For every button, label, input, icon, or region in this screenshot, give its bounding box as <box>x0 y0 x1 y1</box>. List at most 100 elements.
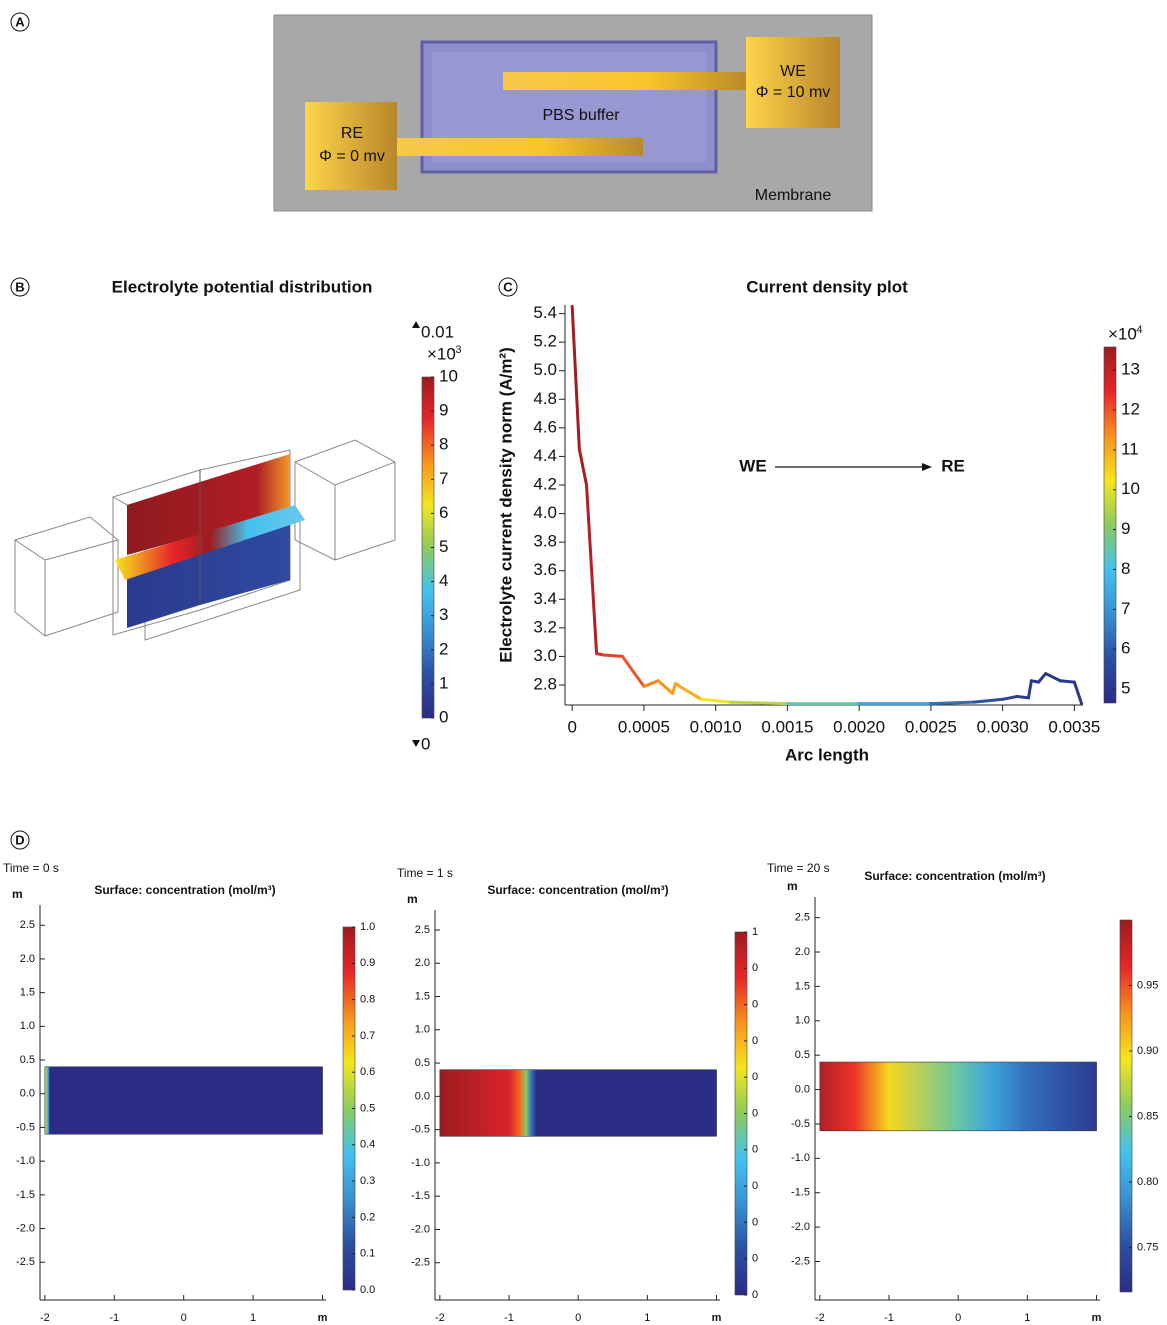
panel-label-circle <box>10 12 30 32</box>
colorbar <box>1103 346 1117 704</box>
chart-title: Surface: concentration (mol/m³) <box>864 869 1045 883</box>
line-segment <box>585 483 599 656</box>
x-tick-label: 1 <box>644 1312 650 1324</box>
colorbar-tick-label: 3 <box>439 605 448 624</box>
y-tick-label: 1.5 <box>415 990 430 1002</box>
wireframe <box>294 461 336 486</box>
colorbar-tick-label: 1.0 <box>360 921 375 933</box>
y-tick-label: 5.0 <box>533 360 557 379</box>
y-axis-label: Electrolyte current density norm (A/m²) <box>496 347 515 663</box>
chart-title: Electrolyte potential distribution <box>112 277 373 296</box>
concentration-surface <box>44 1066 323 1135</box>
colorbar-tick-label: 2 <box>439 639 448 658</box>
colorbar-tick-label: 0.9 <box>360 957 375 969</box>
panel-label-circle <box>498 277 518 297</box>
y-tick-label: 4.0 <box>533 503 557 522</box>
colorbar-tick-label: 0.90 <box>1137 1045 1158 1057</box>
line-segment <box>656 679 675 696</box>
colorbar-tick-label: 0.7 <box>360 1030 375 1042</box>
x-tick-label: 0.0010 <box>690 717 742 736</box>
y-tick-label: 0.5 <box>20 1054 35 1066</box>
y-tick-label: 2.0 <box>20 953 35 965</box>
y-tick-label: 4.6 <box>533 417 557 436</box>
colorbar-tick-label: 13 <box>1121 360 1140 379</box>
colorbar-tick-label: 0 <box>752 1253 758 1265</box>
colorbar-tick-label: 0 <box>752 962 758 974</box>
membrane-label: Membrane <box>755 187 832 204</box>
colorbar-min: 0 <box>421 734 430 753</box>
colorbar-tick-label: 6 <box>439 503 448 522</box>
re-potential: Φ = 0 mv <box>319 148 385 165</box>
re-name: RE <box>341 125 363 142</box>
colorbar-tick-label: 0 <box>752 1035 758 1047</box>
colorbar-tick-label: 8 <box>439 435 448 454</box>
y-tick-label: -2.5 <box>16 1256 35 1268</box>
panel-label: B <box>15 279 24 294</box>
y-tick-label: 2.8 <box>533 674 557 693</box>
x-tick-label: m <box>1092 1312 1102 1324</box>
y-tick-label: 1.0 <box>20 1020 35 1032</box>
chart-title: Surface: concentration (mol/m³) <box>94 883 275 897</box>
colorbar-tick-label: 0.80 <box>1137 1176 1158 1188</box>
line-segment <box>1058 679 1076 684</box>
chart-title: Current density plot <box>746 277 908 296</box>
line-segment <box>1026 679 1033 700</box>
colorbar-tick-label: 11 <box>1121 439 1139 458</box>
y-tick-label: 2.0 <box>795 946 810 958</box>
potential-plane-low <box>127 520 290 628</box>
colorbar-tick-label: 0 <box>752 1216 758 1228</box>
colorbar-tick-label: 9 <box>439 401 448 420</box>
wireframe <box>294 439 396 561</box>
annotation-arrowhead <box>922 463 932 471</box>
colorbar-tick-label: 0.4 <box>360 1139 375 1151</box>
y-unit: m <box>12 887 23 901</box>
x-tick-label: 1 <box>250 1312 256 1324</box>
wireframe <box>14 516 119 637</box>
y-unit: m <box>407 892 418 906</box>
x-tick-label: -1 <box>109 1312 119 1324</box>
colorbar-tick-label: 5 <box>439 537 448 556</box>
line-segment <box>577 447 589 487</box>
x-tick-label: 0.0035 <box>1048 717 1100 736</box>
chart-title: Surface: concentration (mol/m³) <box>487 883 668 897</box>
line-segment <box>620 654 646 688</box>
potential-strip <box>115 505 305 580</box>
x-tick-label: 0 <box>567 717 576 736</box>
we-electrode <box>503 72 746 90</box>
y-tick-label: 1.0 <box>415 1024 430 1036</box>
y-tick-label: 2.5 <box>415 924 430 936</box>
colorbar-tick-label: 7 <box>1121 599 1130 618</box>
line-segment <box>929 700 976 706</box>
annotation-to: RE <box>941 456 965 475</box>
colorbar-tick-label: 4 <box>439 571 448 590</box>
buffer-label: PBS buffer <box>542 107 620 124</box>
y-tick-label: 3.0 <box>533 646 557 665</box>
y-tick-label: 1.5 <box>20 987 35 999</box>
y-tick-label: 0.0 <box>415 1090 430 1102</box>
x-tick-label: 0.0025 <box>905 717 957 736</box>
colorbar-tick-label: 0.95 <box>1137 979 1158 991</box>
colorbar-tick-label: 0 <box>752 1144 758 1156</box>
colorbar-multiplier-exponent: -4 <box>1133 324 1143 336</box>
x-tick-label: 0 <box>955 1312 961 1324</box>
max-marker <box>412 321 420 328</box>
colorbar-tick-label: 6 <box>1121 639 1130 658</box>
line-segment <box>678 684 703 701</box>
y-tick-label: 4.2 <box>533 474 557 493</box>
time-label: Time = 1 s <box>397 866 453 880</box>
y-tick-label: -1.0 <box>791 1152 810 1164</box>
we-potential: Φ = 10 mv <box>756 84 831 101</box>
x-axis-label: Arc length <box>785 745 869 764</box>
colorbar-multiplier: ×10 <box>427 344 456 363</box>
colorbar-tick-label: 0 <box>752 1107 758 1119</box>
min-marker <box>412 740 420 747</box>
time-label: Time = 0 s <box>3 861 59 875</box>
colorbar-tick-label: 1 <box>752 926 758 938</box>
line-segment <box>1001 694 1019 701</box>
colorbar-tick-label: 0 <box>752 1180 758 1192</box>
time-label: Time = 20 s <box>767 861 830 875</box>
y-tick-label: -0.5 <box>791 1118 810 1130</box>
colorbar-max: 0.01 <box>421 322 454 341</box>
x-tick-label: -1 <box>504 1312 514 1324</box>
y-tick-label: -1.0 <box>411 1157 430 1169</box>
